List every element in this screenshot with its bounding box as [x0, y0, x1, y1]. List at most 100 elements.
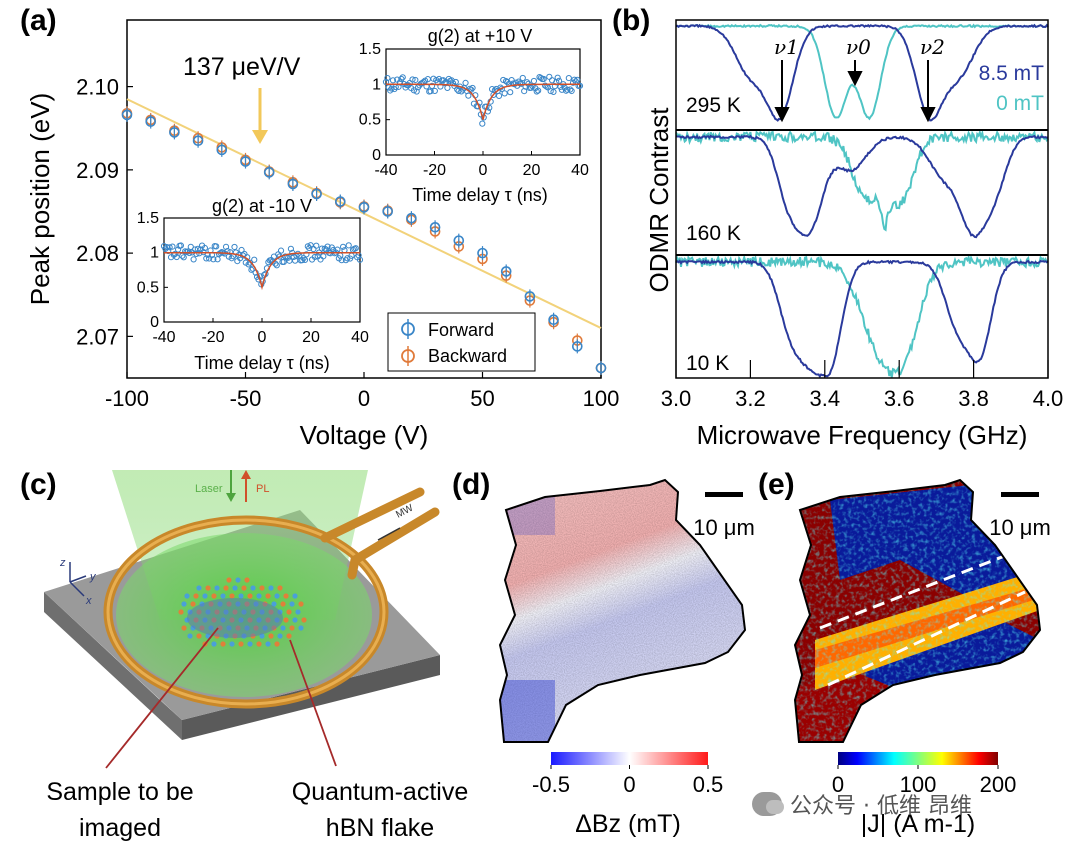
inset-point: [173, 253, 180, 261]
inset-point: [465, 92, 472, 99]
legend-backward-label: Backward: [428, 346, 507, 366]
flake-atom: [298, 601, 304, 607]
inset-point: [507, 89, 514, 96]
panel-a-xlabel: Voltage (V): [300, 420, 429, 450]
peak-label-nu0: ν0: [846, 35, 871, 59]
flake-atom: [196, 633, 202, 639]
sample-callout-line2: imaged: [79, 814, 161, 842]
inset-point: [410, 87, 418, 94]
inset-point: [301, 256, 309, 264]
inset-xtick-label: -20: [201, 329, 224, 346]
inset-point: [568, 87, 575, 95]
inset-point: [519, 74, 526, 82]
mw-lead-1: [320, 487, 425, 543]
odmr-curve-0mt: [675, 129, 1049, 232]
inset-point: [431, 87, 438, 95]
a-point-forward: [287, 178, 299, 190]
inset-xtick-label: -20: [423, 162, 446, 179]
flake-atom: [283, 593, 289, 599]
inset-xtick-label: -40: [152, 329, 175, 346]
bz-map-outline: [498, 478, 747, 743]
inset-point: [388, 85, 395, 92]
a-xtick-label: -100: [105, 386, 149, 411]
flake-atom: [256, 593, 262, 599]
inset-point: [238, 246, 245, 254]
flake-atom: [235, 577, 241, 583]
inset-point: [201, 244, 208, 252]
b-xtick-label: 3.8: [958, 386, 989, 411]
temp-295k: 295 K: [686, 94, 741, 117]
inset-minus10v-plot: -40 -20 0 20 40 0 0.5 1 1.5: [137, 210, 369, 346]
inset-plus10v-plot: -40 -20 0 20 40 0 0.5 1 1.5: [359, 41, 589, 179]
panel-d-label: (d): [452, 468, 490, 501]
inset-ytick-label: 0.5: [359, 112, 381, 129]
colorbar-tick-label: 100: [900, 772, 937, 797]
inset-point: [356, 256, 364, 263]
a-ytick-label: 2.09: [76, 158, 119, 183]
a-ytick-label: 2.08: [76, 241, 119, 266]
inset-minus10v: g(2) at -10 V -40 -20 0 20 40 0 0.5 1 1.5 Time d…: [137, 196, 369, 373]
inset-xtick-label: 40: [351, 329, 369, 346]
sample-callout-line1: Sample to be: [46, 778, 193, 806]
a-point-forward: [121, 109, 133, 121]
colorbar-tick-label: 0: [832, 772, 844, 797]
panel-b-xlabel: Microwave Frequency (GHz): [697, 420, 1028, 450]
flake-atom: [247, 593, 253, 599]
flake-atom: [181, 625, 187, 631]
inset-ytick-label: 0.5: [137, 279, 159, 296]
flake-atom: [184, 593, 190, 599]
scale-bar-d-label: 10 μm: [693, 515, 755, 540]
inset-point: [303, 251, 310, 258]
panel-a-ylabel: Peak position (eV): [25, 93, 55, 305]
inset-point: [248, 266, 255, 273]
inset-point: [462, 79, 469, 86]
inset-xtick-label: 20: [523, 162, 541, 179]
mw-lead-2: [347, 507, 440, 580]
a-point-forward: [429, 222, 441, 233]
colorbar-d: [551, 752, 708, 765]
a-xtick-label: 50: [470, 386, 494, 411]
flake-atom: [220, 641, 226, 647]
a-xtick-label: 100: [583, 386, 620, 411]
b-xtick-label: 3.2: [735, 386, 766, 411]
flake-atom: [271, 601, 277, 607]
inset-point: [169, 243, 176, 250]
temp-160k: 160 K: [686, 222, 741, 245]
inset-ytick-label: 1: [150, 245, 159, 262]
slope-annotation: 137 μeV/V: [183, 53, 301, 81]
flake-atom: [187, 633, 193, 639]
j-map-outline: [793, 478, 1042, 743]
inset-point: [180, 254, 187, 261]
flake-atom: [301, 617, 307, 623]
colorbar-e-ticks: 0 100 200: [832, 765, 1016, 797]
a-point-forward: [311, 188, 322, 200]
inset-point: [184, 248, 192, 255]
flake-atom: [211, 593, 217, 599]
inset-point: [540, 75, 547, 83]
inset-point: [409, 76, 416, 83]
panel-e-label: (e): [758, 468, 795, 501]
inset-point: [469, 84, 476, 92]
inset-ytick-label: 0: [372, 147, 381, 164]
flake-atom: [247, 641, 253, 647]
slope-arrow-head: [252, 130, 268, 144]
flake-atom: [205, 585, 211, 591]
sample-region: [187, 598, 283, 638]
flake-atom: [274, 641, 280, 647]
inset-point: [277, 247, 285, 254]
a-point-forward: [169, 127, 180, 138]
b-xtick-label: 3.0: [661, 386, 692, 411]
flake-atom: [292, 617, 298, 623]
a-xtick-label: 0: [358, 386, 370, 411]
inset-point: [488, 86, 496, 93]
inset-point: [413, 88, 420, 95]
inset-point: [574, 76, 581, 83]
a-point-forward: [406, 212, 417, 224]
inset-ytick-label: 0: [150, 314, 159, 331]
panel-b-plot: [675, 23, 1049, 379]
laser-label: Laser: [195, 483, 223, 495]
colorbar-tick-label: 0: [623, 772, 635, 797]
inset-plus10v-title: g(2) at +10 V: [428, 26, 533, 46]
inset-point: [318, 245, 326, 252]
pl-label: PL: [256, 483, 269, 495]
